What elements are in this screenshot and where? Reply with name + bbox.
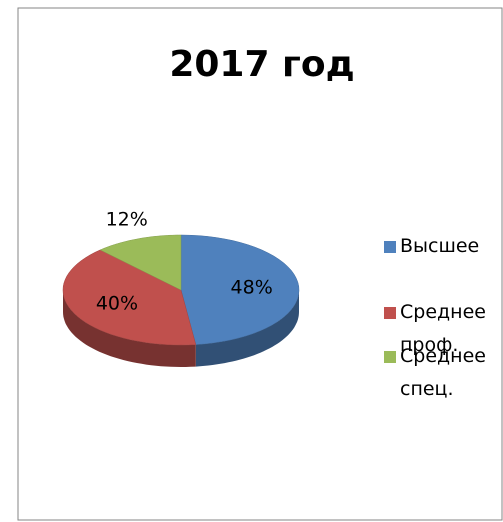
legend-label: Среднее проф. [400,301,486,356]
legend-label: Среднее спец. [400,345,486,400]
pie [62,234,300,367]
slice-side [195,290,299,367]
data-label: 40% [96,293,138,315]
slice [62,249,197,346]
slice-side [63,290,196,367]
legend-swatch [384,307,396,319]
slice [180,234,300,345]
legend-item: Высшее [384,230,496,263]
data-label: 48% [231,276,273,298]
data-label: 12% [106,209,148,231]
legend-item: Среднее спец. [384,340,496,406]
legend-swatch [384,351,396,363]
legend-label: Высшее [400,235,480,257]
legend-item: Среднее проф. [384,296,496,362]
chart-title: 2017 год [169,44,354,85]
legend-swatch [384,241,396,253]
slice [99,234,182,291]
